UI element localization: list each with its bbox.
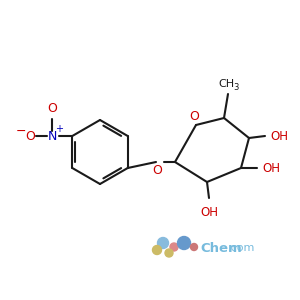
Text: O: O bbox=[152, 164, 162, 176]
Circle shape bbox=[165, 249, 173, 257]
Circle shape bbox=[190, 244, 197, 250]
Text: Chem: Chem bbox=[200, 242, 242, 254]
Text: .com: .com bbox=[228, 243, 255, 253]
Text: OH: OH bbox=[262, 161, 280, 175]
Text: O: O bbox=[25, 130, 35, 142]
Text: 3: 3 bbox=[233, 83, 239, 92]
Text: N: N bbox=[48, 130, 57, 142]
Text: O: O bbox=[189, 110, 199, 124]
Circle shape bbox=[178, 236, 190, 250]
Text: OH: OH bbox=[270, 130, 288, 142]
Text: +: + bbox=[55, 124, 63, 134]
Text: O: O bbox=[47, 103, 57, 116]
Text: OH: OH bbox=[200, 206, 218, 218]
Text: CH: CH bbox=[218, 79, 234, 89]
Circle shape bbox=[152, 245, 161, 254]
Circle shape bbox=[158, 238, 169, 248]
Text: −: − bbox=[16, 124, 26, 137]
Circle shape bbox=[170, 243, 178, 251]
